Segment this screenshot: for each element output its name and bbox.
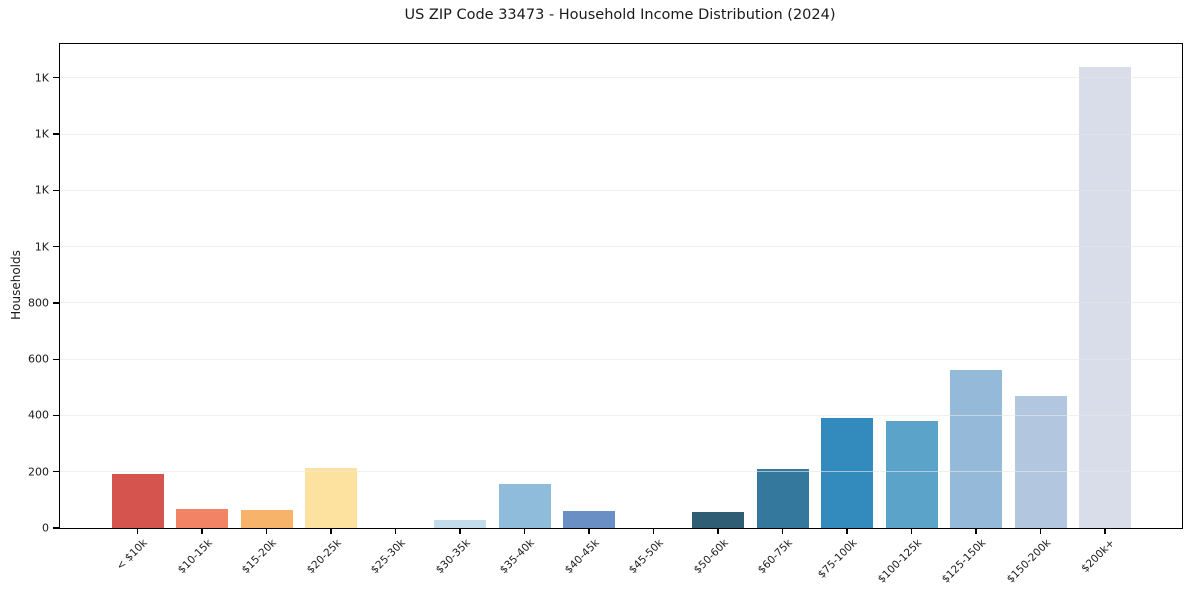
y-tick-label-0: 0 bbox=[42, 521, 49, 535]
x-tick-mark-0 bbox=[136, 528, 139, 534]
bar-60-75k bbox=[756, 469, 809, 528]
y-tick-label-1600: 1K bbox=[34, 71, 49, 85]
x-tick-label-3: $20-25k bbox=[304, 537, 344, 577]
gridline-1600 bbox=[60, 77, 1182, 79]
y-tick-mark-1400 bbox=[53, 133, 59, 135]
y-tick-mark-400 bbox=[53, 414, 59, 417]
x-tick-mark-4 bbox=[394, 528, 397, 534]
x-tick-label-8: $45-50k bbox=[626, 537, 666, 577]
x-tick-label-0: < $10k bbox=[114, 537, 150, 573]
y-tick-mark-200 bbox=[53, 471, 59, 473]
y-tick-label-1400: 1K bbox=[34, 127, 49, 141]
y-tick-label-400: 400 bbox=[28, 408, 49, 422]
x-tick-label-13: $125-150k bbox=[939, 537, 989, 586]
y-tick-mark-0 bbox=[53, 527, 59, 529]
bar-200k bbox=[1079, 66, 1131, 528]
x-tick-label-15: $200k+ bbox=[1079, 537, 1118, 575]
x-tick-label-6: $35-40k bbox=[497, 537, 537, 577]
gridline-200 bbox=[60, 471, 1182, 473]
y-tick-mark-600 bbox=[53, 358, 59, 360]
x-tick-mark-15 bbox=[1104, 528, 1106, 534]
x-tick-mark-10 bbox=[781, 528, 784, 534]
bar-10k bbox=[111, 473, 164, 528]
gridline-1000 bbox=[60, 246, 1182, 248]
y-tick-label-600: 600 bbox=[28, 352, 49, 366]
x-tick-mark-2 bbox=[265, 528, 268, 534]
bar-150-200k bbox=[1014, 395, 1067, 528]
x-tick-label-9: $50-60k bbox=[691, 537, 731, 577]
y-tick-mark-1600 bbox=[53, 77, 59, 79]
x-tick-mark-9 bbox=[717, 528, 719, 534]
x-tick-mark-8 bbox=[652, 528, 655, 534]
x-tick-label-1: $10-15k bbox=[175, 537, 215, 577]
gridline-800 bbox=[60, 302, 1182, 304]
x-tick-label-14: $150-200k bbox=[1004, 537, 1053, 586]
bar-35-40k bbox=[498, 484, 551, 528]
x-tick-label-2: $15-20k bbox=[239, 537, 279, 577]
y-tick-label-1000: 1K bbox=[34, 240, 49, 254]
bar-10-15k bbox=[176, 509, 228, 528]
y-axis-label: Households bbox=[9, 250, 23, 320]
y-tick-mark-800 bbox=[53, 302, 59, 304]
bar-125-150k bbox=[950, 369, 1002, 528]
x-tick-mark-5 bbox=[459, 528, 461, 534]
plot-area: 0 200 400 600 800 1K 1K 1K 1K < $10k $10-15k $15-20… bbox=[28, 43, 1183, 586]
x-tick-label-4: $25-30k bbox=[368, 537, 408, 577]
x-tick-mark-7 bbox=[588, 528, 590, 534]
x-tick-mark-11 bbox=[846, 528, 848, 534]
x-tick-mark-3 bbox=[330, 528, 332, 534]
x-tick-label-5: $30-35k bbox=[433, 537, 473, 577]
bar-40-45k bbox=[563, 510, 615, 528]
gridline-1200 bbox=[60, 189, 1182, 191]
gridline-600 bbox=[60, 358, 1182, 360]
bar-15-20k bbox=[240, 510, 293, 528]
x-tick-mark-14 bbox=[1039, 528, 1042, 534]
x-tick-mark-13 bbox=[975, 528, 977, 534]
x-tick-label-12: $100-125k bbox=[875, 537, 924, 586]
x-tick-label-7: $40-45k bbox=[562, 537, 602, 577]
bar-50-60k bbox=[692, 511, 744, 528]
bar-30-35k bbox=[434, 520, 486, 528]
x-tick-label-11: $75-100k bbox=[815, 537, 860, 581]
bar-100-125k bbox=[885, 421, 938, 528]
bar-20-25k bbox=[305, 468, 357, 528]
chart-title: US ZIP Code 33473 - Household Income Dis… bbox=[404, 7, 836, 23]
x-tick-mark-12 bbox=[910, 528, 913, 534]
y-tick-label-1200: 1K bbox=[34, 183, 49, 197]
y-tick-label-200: 200 bbox=[28, 465, 49, 479]
gridline-1400 bbox=[60, 133, 1182, 135]
x-tick-mark-6 bbox=[523, 528, 526, 534]
x-tick-mark-1 bbox=[201, 528, 203, 534]
y-tick-mark-1000 bbox=[53, 245, 59, 248]
gridline-400 bbox=[60, 414, 1182, 416]
y-tick-mark-1200 bbox=[53, 189, 59, 191]
bar-75-100k bbox=[821, 418, 873, 528]
x-tick-label-10: $60-75k bbox=[755, 537, 795, 577]
y-tick-label-800: 800 bbox=[28, 296, 49, 310]
